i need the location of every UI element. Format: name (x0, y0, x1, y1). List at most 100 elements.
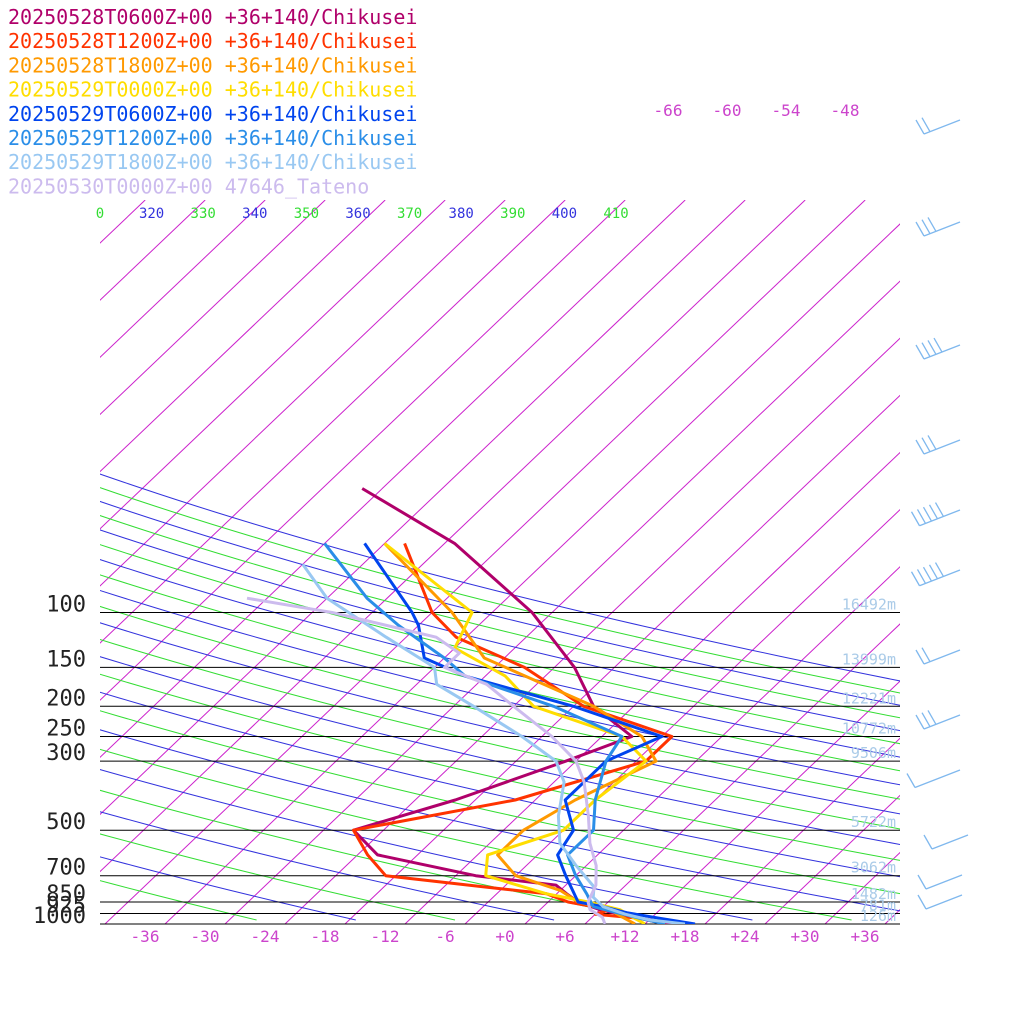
height-label: 5722m (851, 813, 896, 831)
legend-entry: 20250528T0600Z+00 +36+140/Chikusei (8, 5, 417, 29)
legend-entry: 20250529T1800Z+00 +36+140/Chikusei (8, 150, 417, 174)
temperature-tick-label: -36 (131, 927, 160, 946)
isotherm-line (524, 566, 900, 924)
theta-label: 330 (191, 206, 216, 222)
wind-barb (917, 874, 963, 890)
isotherm-line (764, 794, 900, 924)
isotherm-line (100, 200, 626, 701)
height-label: 12221m (842, 689, 896, 707)
legend-entry: 20250528T1200Z+00 +36+140/Chikusei (8, 29, 417, 53)
pressure-label: 500 (46, 810, 86, 835)
pressure-label: 850 (46, 882, 86, 907)
wind-barb (915, 435, 961, 455)
pressure-label: 700 (46, 856, 86, 881)
theta-label: 340 (242, 206, 267, 222)
isotherm-line (404, 451, 900, 924)
temperature-tick-label: +36 (851, 927, 880, 946)
wind-barb (906, 769, 961, 789)
mixing-ratio-label: -48 (831, 101, 860, 120)
isotherm-line (884, 909, 900, 924)
theta-label: 390 (500, 206, 525, 222)
theta-label: 400 (552, 206, 577, 222)
dry-adiabat (100, 529, 900, 732)
profile-line (301, 563, 686, 924)
dry-adiabat (100, 500, 900, 706)
temperature-tick-label: +18 (671, 927, 700, 946)
isotherm-line (0, 200, 25, 924)
wind-barbs (906, 117, 969, 910)
dry-adiabat (100, 748, 852, 921)
isotherm-line (100, 200, 206, 301)
axis-labels: 16492m 13999m 12221m 10772m 9506m 5722m 3062m 1… (96, 101, 896, 946)
isotherm-line (644, 680, 900, 924)
pressure-label: 200 (46, 686, 86, 711)
height-label: 126m (860, 907, 896, 925)
theta-label: 380 (449, 206, 474, 222)
isotherm-line (100, 200, 386, 473)
temperature-tick-label: -18 (311, 927, 340, 946)
dry-adiabat (100, 729, 900, 912)
wind-barb (910, 502, 961, 527)
wind-barb (915, 710, 961, 730)
mixing-ratio-label: -60 (713, 101, 742, 120)
isotherm-line (1005, 200, 1024, 924)
wind-barb (917, 894, 963, 910)
temperature-tick-label: +0 (495, 927, 514, 946)
wind-barb (923, 834, 969, 850)
temperature-profiles (246, 487, 696, 924)
dry-adiabat (100, 622, 900, 815)
height-label: 13999m (842, 650, 896, 668)
isotherm-line (224, 280, 900, 924)
legend-entry: 20250529T0600Z+00 +36+140/Chikusei (8, 102, 417, 126)
height-label: 3062m (851, 859, 896, 877)
theta-label: 350 (294, 206, 319, 222)
legend-entry: 20250529T0000Z+00 +36+140/Chikusei (8, 78, 417, 102)
wind-barb (915, 217, 961, 237)
theta-label: 360 (345, 206, 370, 222)
isotherm-line (100, 200, 746, 816)
dry-adiabat (100, 487, 900, 694)
isotherm-line (100, 200, 686, 759)
dry-adiabat (100, 880, 257, 921)
pressure-label: 250 (46, 716, 86, 741)
legend-entry: 20250530T0000Z+00 47646_Tateno (8, 174, 369, 198)
dry-adiabat (100, 789, 654, 921)
isotherm-line (100, 200, 326, 416)
wind-barb (910, 562, 961, 587)
temperature-tick-label: +12 (611, 927, 640, 946)
dry-adiabat (100, 473, 900, 682)
isotherm-line (945, 200, 1024, 924)
pressure-label: 1000 (33, 904, 86, 929)
dry-adiabat (100, 769, 753, 921)
isotherm-line (100, 200, 506, 587)
mixing-ratio-label: -66 (654, 101, 683, 120)
isotherm-line (284, 337, 900, 924)
height-label: 16492m (842, 596, 896, 614)
isotherm-line (100, 200, 266, 359)
isotherm-line (100, 200, 446, 530)
dry-adiabat (100, 639, 900, 830)
wind-barb (915, 647, 961, 665)
isotherm-line (704, 737, 900, 924)
profile-line (323, 542, 666, 924)
pressure-label: 925 (46, 893, 86, 918)
theta-label: 370 (397, 206, 422, 222)
pressure-label: 100 (46, 593, 86, 618)
dry-adiabat (100, 656, 900, 845)
legend: 20250528T0600Z+00 +36+140/Chikusei202505… (8, 5, 417, 198)
wind-barb (915, 337, 961, 360)
legend-entry: 20250528T1800Z+00 +36+140/Chikusei (8, 53, 417, 77)
dry-adiabat (100, 559, 900, 758)
temperature-tick-label: +24 (731, 927, 760, 946)
isotherm-line (584, 623, 900, 924)
legend-entry: 20250529T1200Z+00 +36+140/Chikusei (8, 126, 417, 150)
isotherm-line (100, 200, 806, 873)
dry-adiabat (100, 544, 900, 745)
height-label: 9506m (851, 744, 896, 762)
isotherm-line (104, 200, 866, 924)
temperature-tick-label: +30 (791, 927, 820, 946)
temperature-tick-label: +6 (555, 927, 574, 946)
dry-adiabat (100, 710, 900, 895)
